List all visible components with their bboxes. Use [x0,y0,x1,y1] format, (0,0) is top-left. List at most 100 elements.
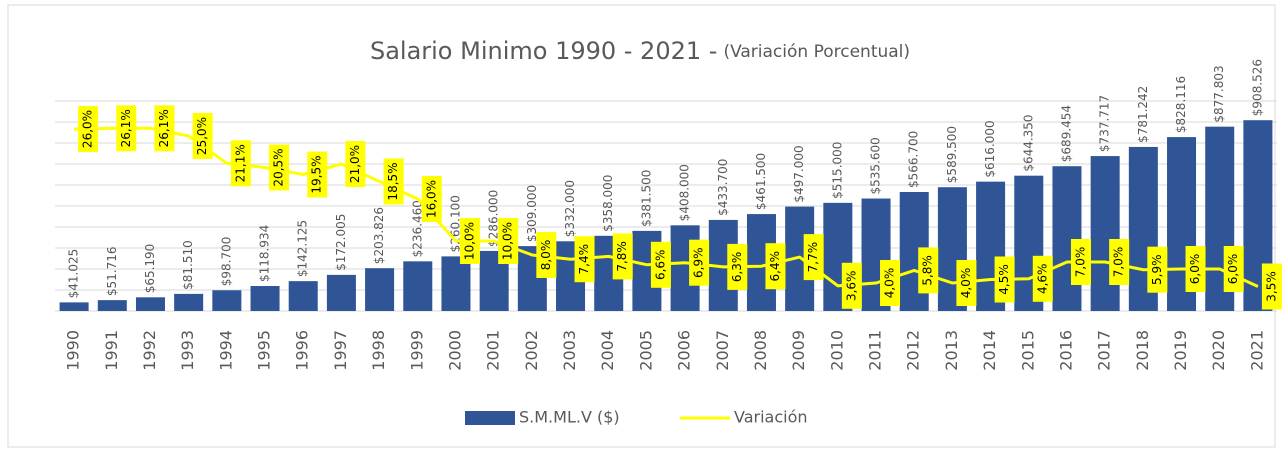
line-value-label: 6,9% [692,247,706,278]
bar [441,256,471,311]
legend-swatch [465,411,515,425]
x-tick-label: 1997 [331,330,350,371]
line-label-box [803,234,824,281]
line-label-box [383,158,404,205]
x-tick-label: 2015 [1018,330,1037,371]
bar [174,293,204,311]
bar-value-label: $203.826 [372,207,386,264]
line-label-box [994,256,1015,303]
line-label-box [154,105,175,152]
bar-value-label: $41.025 [67,249,81,299]
line-label-box [650,241,671,288]
bar-value-label: $65.190 [143,244,157,294]
line-label-box [192,113,213,159]
x-tick-label: 2005 [636,330,655,371]
line-value-label: 25,0% [195,117,209,155]
line-label-box [765,243,786,290]
line-label-box [116,105,137,152]
bar [403,261,433,311]
legend-label: S.M.ML.V ($) [519,408,620,427]
x-tick-label: 1992 [140,330,159,371]
line-value-label: 7,7% [806,242,820,273]
line-value-label: 3,6% [844,271,858,302]
bar-value-label: $515.000 [830,142,844,199]
x-tick-label: 2004 [598,330,617,371]
line-value-label: 5,9% [1150,254,1164,285]
x-tick-label: 1995 [255,330,274,371]
line-label-box [1032,255,1053,302]
x-tick-label: 2010 [827,330,846,371]
line-label-box [689,239,710,286]
line-value-label: 8,0% [539,240,553,271]
line-value-label: 16,0% [424,180,438,218]
bar [97,300,127,311]
x-tick-label: 2012 [904,330,923,371]
x-tick-label: 2014 [980,330,999,371]
x-tick-label: 2013 [942,330,961,371]
line-value-label: 6,0% [1226,254,1240,285]
bar-value-label: $461.500 [754,153,768,210]
bar-value-label: $877.803 [1212,65,1226,122]
x-tick-label: 2003 [560,330,579,371]
line-value-label: 6,3% [730,252,744,283]
bar [1090,156,1120,311]
line-value-label: 4,0% [883,268,897,299]
bar-value-label: $51.716 [105,247,119,297]
x-tick-label: 1994 [216,330,235,371]
bar-value-label: $81.510 [181,240,195,290]
line-value-label: 5,8% [921,255,935,286]
line-value-label: 26,0% [81,110,95,148]
line-value-label: 10,0% [501,222,515,260]
bar-value-label: $286.000 [487,190,501,247]
line-label-box [1185,246,1206,292]
line-label-box [1070,239,1091,285]
line-label-box [880,260,901,306]
bar-value-label: $566.700 [907,131,921,188]
x-tick-label: 1991 [102,330,121,371]
x-tick-label: 2002 [522,330,541,371]
bar-value-label: $616.000 [983,120,997,177]
bar [250,286,280,311]
bar [288,281,318,311]
x-tick-label: 2006 [675,330,694,371]
bar [1052,166,1082,311]
line-label-box [612,233,633,280]
line-value-label: 4,6% [1035,264,1049,295]
line-value-label: 21,0% [348,145,362,183]
legend-label: Variación [734,408,808,427]
bar-value-label: $535.600 [869,137,883,194]
bar-value-label: $309.000 [525,185,539,242]
line-label-box [918,247,939,294]
bar-value-label: $118.934 [258,225,272,282]
bar [59,302,89,311]
line-value-label: 7,4% [577,244,591,275]
bar-value-label: $908.526 [1250,59,1264,116]
line-label-box [78,106,99,152]
line-label-box [421,176,442,222]
line-label-box [345,141,366,187]
bar-value-label: $689.454 [1059,105,1073,162]
line-label-box [1223,246,1244,292]
bar-value-label: $172.005 [334,214,348,271]
subtitle: (Variación Porcentual) [723,42,910,62]
line-label-box [498,218,519,264]
x-tick-label: 1998 [369,330,388,371]
bar-value-label: $142.125 [296,220,310,277]
line-value-label: 20,5% [272,148,286,186]
line-label-box [269,144,290,191]
bar-value-label: $98.700 [219,237,233,287]
line-value-label: 21,1% [233,144,247,182]
line-label-box [574,236,595,283]
line-label-box [1147,246,1168,293]
line-label-box [841,262,862,309]
bar-value-label: $589.500 [945,126,959,183]
line-value-label: 19,5% [310,155,324,193]
line-value-label: 6,0% [1188,254,1202,285]
x-tick-label: 2021 [1247,330,1266,371]
line-value-label: 4,0% [959,268,973,299]
line-label-box [1261,263,1282,310]
x-tick-label: 2020 [1209,330,1228,371]
bar-value-label: $381.500 [639,170,653,227]
line-value-label: 18,5% [386,162,400,200]
